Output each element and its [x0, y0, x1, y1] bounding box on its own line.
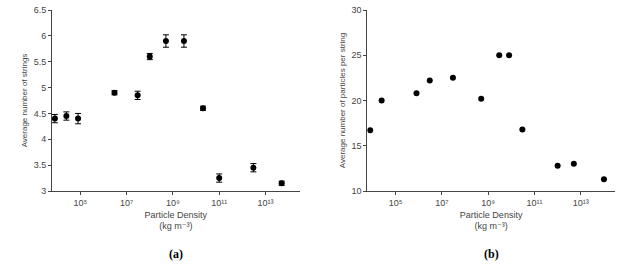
svg-text:Particle Density(kg m⁻³): Particle Density(kg m⁻³)	[145, 210, 208, 232]
svg-text:10¹³: 10¹³	[573, 198, 589, 208]
svg-text:Average number of particles pe: Average number of particles per string	[338, 33, 347, 168]
svg-text:4: 4	[41, 134, 46, 144]
svg-text:10⁷: 10⁷	[120, 198, 133, 208]
svg-text:10¹¹: 10¹¹	[211, 198, 227, 208]
svg-text:3.5: 3.5	[34, 160, 47, 170]
svg-text:3: 3	[41, 186, 46, 196]
svg-text:10⁷: 10⁷	[435, 198, 448, 208]
svg-text:(b): (b)	[484, 247, 499, 261]
svg-text:6: 6	[41, 31, 46, 41]
svg-text:10⁵: 10⁵	[73, 198, 87, 208]
svg-text:6.5: 6.5	[34, 5, 47, 15]
svg-text:10: 10	[351, 186, 361, 196]
svg-text:4.5: 4.5	[34, 109, 47, 119]
svg-text:25: 25	[351, 50, 361, 60]
svg-text:10⁹: 10⁹	[481, 198, 495, 208]
svg-text:10⁵: 10⁵	[389, 198, 403, 208]
svg-text:15: 15	[351, 141, 361, 151]
svg-text:5: 5	[41, 83, 46, 93]
svg-text:5.5: 5.5	[34, 57, 47, 67]
svg-text:10¹³: 10¹³	[258, 198, 274, 208]
svg-text:30: 30	[351, 5, 361, 15]
svg-text:20: 20	[351, 96, 361, 106]
svg-text:10⁹: 10⁹	[166, 198, 180, 208]
svg-text:10¹¹: 10¹¹	[526, 198, 542, 208]
svg-text:(a): (a)	[169, 247, 183, 261]
svg-text:Average number of strings: Average number of strings	[20, 54, 29, 148]
svg-text:Particle Density(kg m⁻³): Particle Density(kg m⁻³)	[460, 210, 523, 232]
